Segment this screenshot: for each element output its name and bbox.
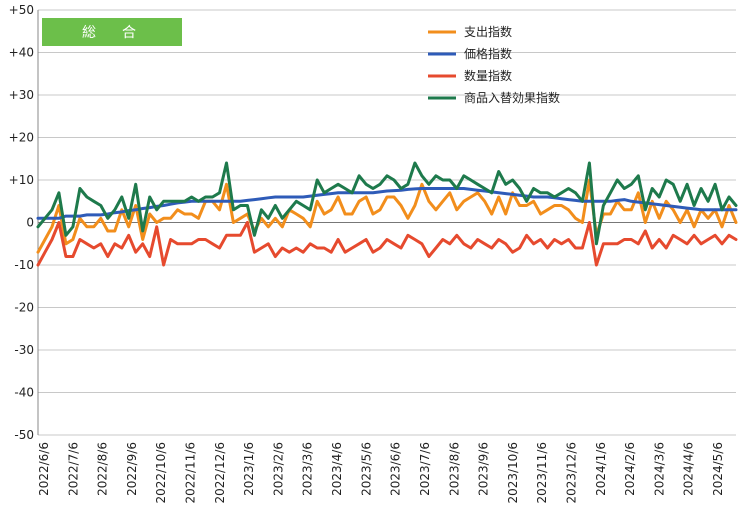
legend-label: 支出指数: [464, 24, 512, 39]
series-line-3: [36, 161, 738, 246]
y-tick-label: -40: [14, 386, 34, 400]
x-tick-label: 2023/2/6: [271, 442, 285, 496]
x-tick-label: 2023/11/6: [535, 442, 549, 504]
y-tick-label: +40: [9, 46, 34, 60]
y-tick-label: -50: [14, 428, 34, 442]
badge-background: [42, 18, 182, 46]
x-tick-label: 2023/9/6: [477, 442, 491, 496]
grid-lines: [38, 9, 736, 436]
x-tick-label: 2024/3/6: [652, 442, 666, 496]
x-tick-label: 2023/6/6: [389, 442, 403, 496]
badge: 総 合: [42, 18, 182, 46]
x-tick-label: 2024/5/6: [711, 442, 725, 496]
y-tick-label: -30: [14, 343, 34, 357]
y-tick-labels: +50 +40 +30 +20 +10 0 -10 -20 -30 -40 -50: [9, 3, 34, 442]
x-tick-label: 2024/4/6: [682, 442, 696, 496]
x-tick-label: 2024/1/6: [594, 442, 608, 496]
y-tick-label: -20: [14, 301, 34, 315]
x-tick-label: 2024/2/6: [623, 442, 637, 496]
x-tick-label: 2023/7/6: [418, 442, 432, 496]
x-tick-label: 2022/9/6: [125, 442, 139, 496]
series-line-2: [36, 221, 738, 267]
x-tick-label: 2023/12/6: [564, 442, 578, 504]
x-tick-label: 2023/10/6: [506, 442, 520, 504]
legend-label: 数量指数: [464, 68, 512, 83]
x-tick-label: 2023/8/6: [447, 442, 461, 496]
series-lines: [36, 161, 738, 267]
badge-label: 総 合: [82, 25, 142, 41]
x-tick-label: 2022/10/6: [154, 442, 168, 504]
x-tick-label: 2022/12/6: [213, 442, 227, 504]
x-tick-label: 2022/6/6: [37, 442, 51, 496]
x-tick-label: 2023/3/6: [301, 442, 315, 496]
y-tick-label: +20: [9, 131, 34, 145]
x-tick-label: 2022/8/6: [96, 442, 110, 496]
x-tick-label: 2022/7/6: [66, 442, 80, 496]
y-tick-label: +30: [9, 88, 34, 102]
y-tick-label: -10: [14, 258, 34, 272]
series-line-0: [36, 178, 738, 254]
x-tick-label: 2023/5/6: [359, 442, 373, 496]
y-tick-label: +50: [9, 3, 34, 17]
x-tick-label: 2023/1/6: [242, 442, 256, 496]
legend-label: 商品入替効果指数: [464, 90, 560, 105]
x-tick-label: 2022/11/6: [184, 442, 198, 504]
y-tick-label: 0: [26, 216, 34, 230]
x-tick-label: 2023/4/6: [330, 442, 344, 496]
series-line-1: [36, 187, 738, 220]
legend-label: 価格指数: [464, 46, 512, 61]
y-tick-label: +10: [9, 173, 34, 187]
x-tick-labels: 2022/6/6 2022/7/6 2022/8/6 2022/9/6 2022/10/…: [37, 442, 725, 504]
